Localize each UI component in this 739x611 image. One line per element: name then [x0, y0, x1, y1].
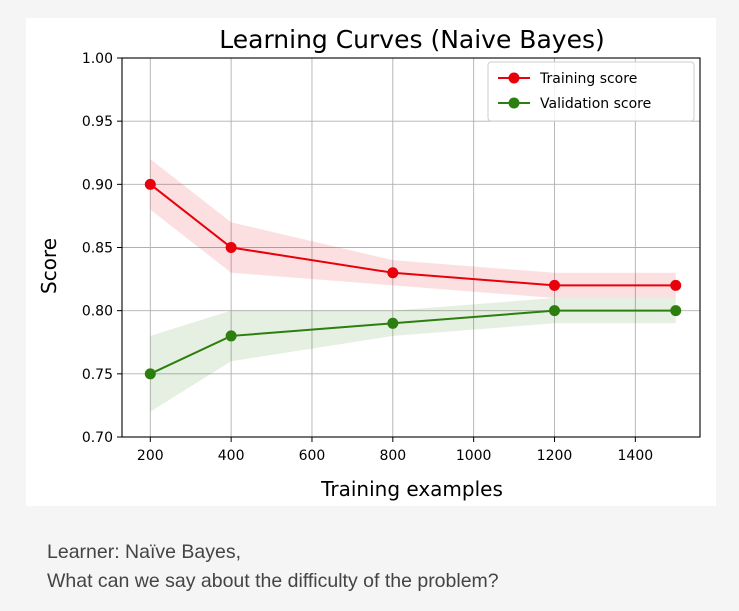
confidence-bands [150, 159, 676, 412]
chart-panel: 200 400 600 800 1000 1200 1400 0.70 0.75 0.80 0.85… [26, 18, 716, 506]
data-point-validation [548, 305, 560, 317]
question-line-2: What can we say about the difficulty of … [47, 570, 499, 592]
axes: 200 400 600 800 1000 1200 1400 0.70 0.75 0.80 0.85… [82, 51, 701, 464]
y-tick-label: 1.00 [82, 51, 113, 67]
data-point-validation [387, 317, 399, 329]
chart-title: Learning Curves (Naive Bayes) [219, 25, 604, 54]
data-point-training [670, 279, 682, 291]
x-tick-label: 200 [137, 448, 164, 464]
y-tick-label: 0.70 [82, 430, 113, 446]
x-tick-label: 1000 [456, 448, 492, 464]
data-point-training [387, 267, 399, 279]
data-point-training [548, 279, 560, 291]
legend-marker [508, 97, 520, 109]
x-tick-label: 800 [379, 448, 406, 464]
data-point-validation [670, 305, 682, 317]
data-point-validation [225, 330, 237, 342]
x-axis-label: Training examples [320, 477, 503, 501]
x-tick-label: 400 [218, 448, 245, 464]
y-tick-label: 0.95 [82, 114, 113, 130]
band-validation [150, 298, 676, 412]
legend: Training score Validation score [487, 61, 695, 122]
x-tick-label: 1400 [618, 448, 654, 464]
legend-label: Validation score [540, 96, 651, 112]
learning-curve-chart: 200 400 600 800 1000 1200 1400 0.70 0.75 0.80 0.85… [37, 25, 701, 501]
y-tick-label: 0.90 [82, 177, 113, 193]
data-point-training [144, 178, 156, 190]
legend-box [487, 61, 695, 122]
legend-marker [508, 72, 520, 84]
series-lines [144, 178, 682, 380]
y-tick-label: 0.85 [82, 241, 113, 257]
y-tick-label: 0.80 [82, 304, 113, 320]
data-point-validation [144, 368, 156, 380]
legend-label: Training score [539, 71, 637, 87]
question-line-1: Learner: Naïve Bayes, [47, 541, 242, 563]
data-point-training [225, 242, 237, 253]
question-text: Learner: Naïve Bayes, What can we say ab… [47, 538, 499, 596]
band-training [150, 159, 676, 299]
y-tick-label: 0.75 [82, 367, 113, 383]
x-tick-label: 600 [299, 448, 326, 464]
x-tick-label: 1200 [537, 448, 573, 464]
y-axis-label: Score [37, 238, 61, 294]
